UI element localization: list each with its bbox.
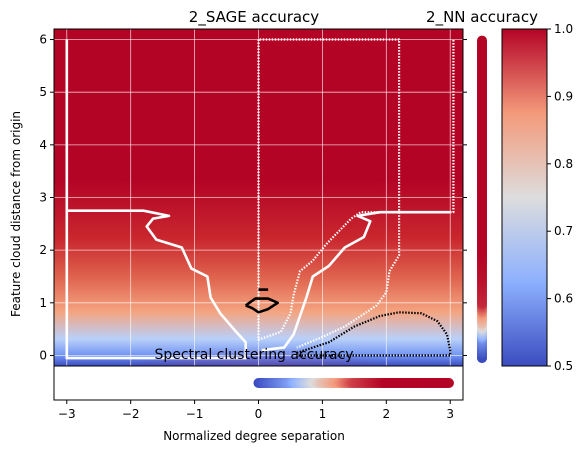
y-tick-label: 5 [39, 85, 47, 99]
contour-line-3 [296, 212, 401, 349]
x-tick-label: −2 [122, 407, 140, 421]
sage-heatmap-axes: 0 1 2 3 4 5 6 2_SAGE accuracy Feature cloud di… [9, 8, 464, 367]
y-tick-label: 4 [39, 138, 47, 152]
y-axis-ticks: 0 1 2 3 4 5 6 [39, 33, 54, 362]
x-tick-label: 3 [446, 407, 454, 421]
colorbar-tick-label: 0.8 [554, 157, 573, 171]
spectral-point [443, 378, 454, 388]
colorbar-tick-label: 0.5 [554, 359, 573, 373]
spectral-title: Spectral clustering accuracy [154, 347, 353, 363]
nn-y-axis-ticks [463, 39, 467, 356]
nn-title: 2_NN accuracy [426, 8, 538, 27]
contour-line-7 [296, 311, 452, 357]
y-tick-label: 2 [39, 243, 47, 257]
colorbar: 0.5 0.6 0.7 0.8 0.9 1.0 [501, 22, 573, 373]
nn-accuracy-points [477, 35, 487, 364]
y-axis-label: Feature cloud distance from origin [9, 111, 23, 317]
x-tick-label: 2 [382, 407, 390, 421]
y-tick-label: 6 [39, 33, 47, 47]
y-tick-label: 3 [39, 191, 47, 205]
x-axis-ticks: −3 −2 −1 0 1 2 3 [58, 400, 454, 421]
y-tick-label: 1 [39, 296, 47, 310]
contour-line-2 [257, 38, 401, 341]
x-axis-label: Normalized degree separation [163, 429, 345, 443]
colorbar-tick-label: 0.7 [554, 224, 573, 238]
colorbar-tick-label: 1.0 [554, 22, 573, 36]
colorbar-ticks: 0.5 0.6 0.7 0.8 0.9 1.0 [547, 22, 573, 373]
nn-point [477, 35, 487, 46]
contour-line-4 [399, 39, 455, 214]
nn-accuracy-axes: 2_NN accuracy [426, 8, 538, 364]
x-tick-label: 1 [319, 407, 327, 421]
contour-lines [65, 38, 455, 360]
contour-line-1 [261, 210, 451, 352]
colorbar-tick-label: 0.9 [554, 89, 573, 103]
colorbar-gradient [501, 28, 548, 367]
y-tick-label: 0 [39, 348, 47, 362]
x-tick-label: 0 [255, 407, 263, 421]
sage-title: 2_SAGE accuracy [189, 8, 320, 27]
x-tick-label: −3 [58, 407, 76, 421]
contour-line-0 [65, 39, 247, 360]
x-tick-label: −1 [186, 407, 204, 421]
colorbar-tick-label: 0.6 [554, 292, 573, 306]
spectral-accuracy-points [253, 378, 454, 388]
spectral-clustering-axes: Spectral clustering accuracy −3 −2 −1 0 1 2 3 … [53, 347, 464, 443]
contour-line-5 [244, 297, 279, 314]
